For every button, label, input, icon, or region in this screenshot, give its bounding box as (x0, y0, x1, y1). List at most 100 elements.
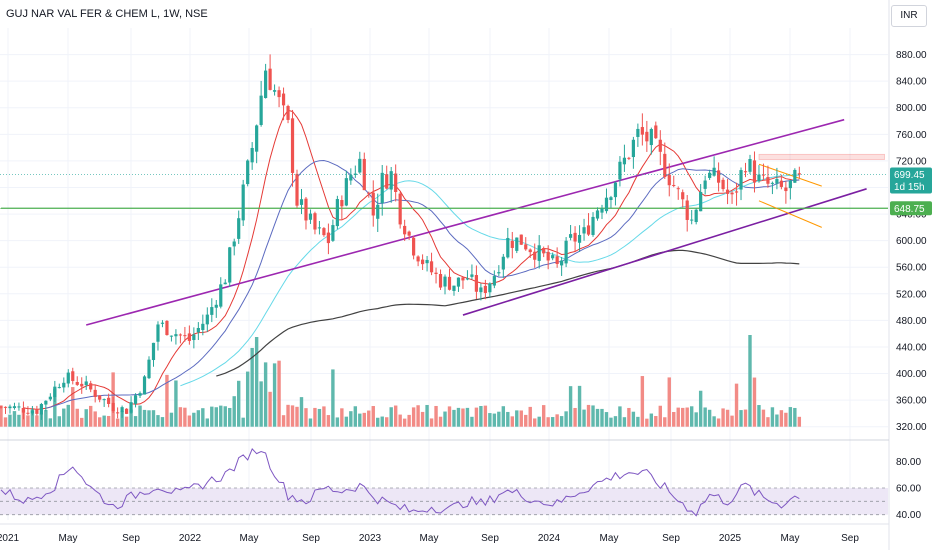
candle (699, 184, 703, 212)
volume-bar (210, 406, 214, 427)
candle-body (259, 95, 263, 125)
candle (586, 213, 591, 237)
candle-body (479, 287, 483, 293)
x-tick-label: May (420, 533, 439, 544)
candle (178, 333, 182, 344)
candle-body (770, 182, 775, 184)
candle-body (515, 237, 519, 251)
y-tick-label: 600.00 (896, 236, 927, 247)
candle (681, 189, 685, 208)
price-badge-box (890, 201, 932, 216)
candle (187, 325, 191, 345)
candle-body (703, 180, 707, 189)
candle (129, 396, 133, 414)
volume-bar (604, 412, 609, 427)
candle (537, 235, 541, 269)
volume-bar (492, 413, 497, 427)
volume-bar (187, 415, 192, 427)
volume-bar (115, 418, 120, 427)
candle-body (712, 167, 716, 176)
volume-bar (734, 383, 739, 427)
candle (120, 405, 124, 418)
candle (564, 237, 568, 268)
volume-bar (613, 416, 618, 427)
candle-body (613, 182, 618, 198)
volume-bar (488, 413, 492, 427)
candle-body (631, 139, 635, 158)
x-tick-label: May (240, 533, 259, 544)
y-tick-label: 760.00 (896, 130, 927, 141)
price-badge: 648.75 (890, 201, 932, 216)
candle-body (264, 70, 268, 99)
candle-body (290, 118, 295, 173)
candle (250, 142, 254, 170)
volume-bar (201, 408, 205, 427)
volume-bar (685, 407, 689, 427)
volume-bar (259, 381, 263, 427)
volume-bar (237, 380, 241, 427)
candle (622, 144, 627, 172)
y-tick-label: 880.00 (896, 50, 927, 61)
candle-body (367, 192, 371, 194)
x-tick-label: 2023 (359, 533, 382, 544)
volume-bar (461, 408, 465, 427)
candle-body (174, 334, 178, 337)
volume-bar (53, 388, 57, 427)
candle-body (17, 406, 21, 408)
currency-selector[interactable]: INR (891, 5, 927, 27)
volume-bar (788, 407, 793, 427)
volume-bar (151, 410, 156, 427)
candle-body (730, 192, 734, 195)
volume-bar (479, 406, 483, 427)
volume-bar (528, 406, 532, 427)
candle-body (268, 68, 272, 90)
candle-body (48, 396, 52, 400)
candle-body (748, 159, 752, 172)
candle (600, 204, 604, 220)
candle (770, 181, 775, 195)
candle (353, 165, 357, 178)
candle (420, 254, 425, 271)
candle-body (120, 407, 124, 413)
x-tick-label: May (59, 533, 78, 544)
candle-body (429, 261, 434, 273)
candle (151, 342, 156, 367)
candle (107, 393, 111, 408)
volume-bar (743, 409, 748, 427)
price-badge-value: 699.45 (894, 170, 925, 181)
candle (12, 402, 17, 410)
candle (326, 223, 331, 255)
candle (281, 87, 286, 121)
candle-body (183, 335, 187, 337)
candle-body (8, 406, 12, 409)
candle-body (35, 408, 39, 414)
rsi-tick-label: 40.00 (896, 510, 921, 521)
candle (389, 166, 393, 203)
volume-bar (367, 410, 371, 427)
candle-body (403, 225, 407, 235)
candle (142, 375, 147, 395)
candle (542, 246, 546, 258)
candle (708, 169, 712, 180)
volume-bar (573, 407, 577, 427)
volume-bar (371, 406, 375, 427)
volume-bar (515, 410, 519, 427)
x-tick-label: Sep (302, 533, 320, 544)
candle (205, 307, 209, 332)
sma-long-line (216, 249, 800, 377)
volume-bar (326, 415, 331, 427)
volume-bar (393, 405, 398, 427)
candle (53, 380, 57, 402)
candle (447, 268, 452, 291)
candle-body (654, 125, 658, 139)
x-tick-label: 2021 (0, 533, 20, 544)
volume-bar (268, 391, 272, 427)
volume-bar (609, 417, 613, 427)
candle-body (609, 197, 613, 200)
volume-bar (380, 416, 384, 427)
candle (613, 181, 618, 206)
volume-bar (245, 371, 250, 427)
candle-body (483, 285, 487, 293)
